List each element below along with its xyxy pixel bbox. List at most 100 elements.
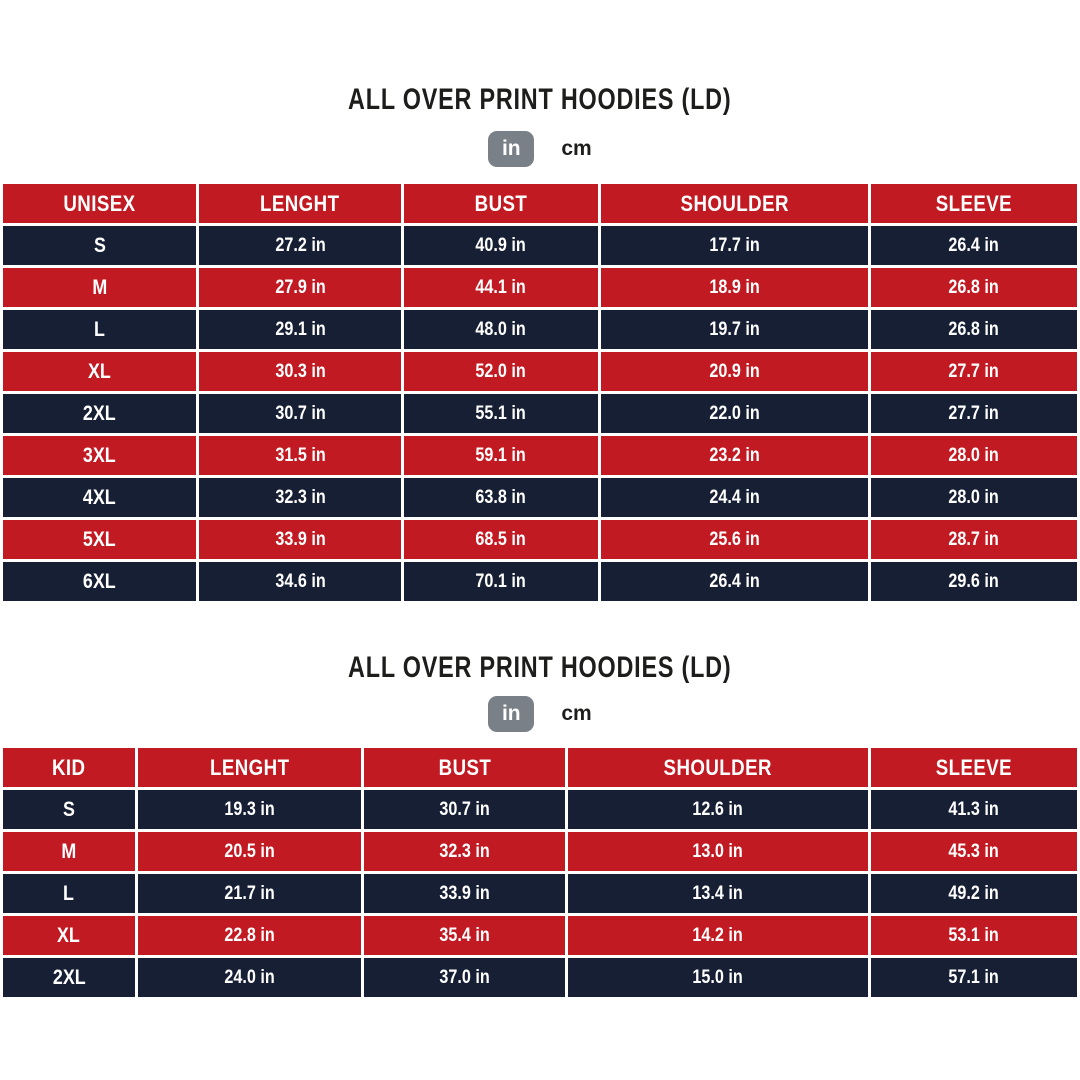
- value-cell: 53.1 in: [867, 913, 1080, 958]
- value-cell: 17.7 in: [598, 223, 871, 268]
- value-cell: 68.5 in: [400, 517, 602, 562]
- value-cell: 27.7 in: [867, 349, 1080, 394]
- value-cell: 27.9 in: [196, 265, 404, 310]
- table-row: 5XL 33.9 in 68.5 in 25.6 in 28.7 in: [0, 517, 1080, 562]
- table-row: 2XL 24.0 in 37.0 in 15.0 in 57.1 in: [0, 955, 1080, 1000]
- value-cell: 24.4 in: [598, 475, 871, 520]
- unit-in-label: in: [501, 137, 521, 160]
- value-cell: 32.3 in: [360, 829, 569, 874]
- table-row: L 29.1 in 48.0 in 19.7 in 26.8 in: [0, 307, 1080, 352]
- section-unisex: ALL OVER PRINT HOODIES (LD) in cm UNISEX…: [0, 84, 1080, 604]
- unit-cm-button[interactable]: cm: [561, 702, 591, 726]
- table-row: S 27.2 in 40.9 in 17.7 in 26.4 in: [0, 223, 1080, 268]
- value-cell: 22.0 in: [598, 391, 871, 436]
- table-row: 3XL 31.5 in 59.1 in 23.2 in 28.0 in: [0, 433, 1080, 478]
- table-row: M 27.9 in 44.1 in 18.9 in 26.8 in: [0, 265, 1080, 310]
- table-row: L 21.7 in 33.9 in 13.4 in 49.2 in: [0, 871, 1080, 916]
- value-cell: 30.3 in: [196, 349, 404, 394]
- column-header: LENGHT: [134, 745, 365, 790]
- table-row: XL 22.8 in 35.4 in 14.2 in 53.1 in: [0, 913, 1080, 958]
- value-cell: 33.9 in: [196, 517, 404, 562]
- value-cell: 15.0 in: [565, 955, 871, 1000]
- value-cell: 41.3 in: [867, 787, 1080, 832]
- value-cell: 70.1 in: [400, 559, 602, 604]
- value-cell: 30.7 in: [360, 787, 569, 832]
- page-title-kid: ALL OVER PRINT HOODIES (LD): [0, 652, 1080, 684]
- section-kid: ALL OVER PRINT HOODIES (LD) in cm KID LE…: [0, 652, 1080, 1000]
- value-cell: 29.1 in: [196, 307, 404, 352]
- value-cell: 27.2 in: [196, 223, 404, 268]
- value-cell: 45.3 in: [867, 829, 1080, 874]
- value-cell: 14.2 in: [565, 913, 871, 958]
- table-row: S 19.3 in 30.7 in 12.6 in 41.3 in: [0, 787, 1080, 832]
- value-cell: 22.8 in: [134, 913, 365, 958]
- value-cell: 40.9 in: [400, 223, 602, 268]
- size-cell: XL: [0, 913, 138, 958]
- value-cell: 31.5 in: [196, 433, 404, 478]
- value-cell: 18.9 in: [598, 265, 871, 310]
- unit-in-button[interactable]: in: [488, 696, 535, 732]
- value-cell: 35.4 in: [360, 913, 569, 958]
- column-header: BUST: [360, 745, 569, 790]
- value-cell: 24.0 in: [134, 955, 365, 1000]
- size-cell: S: [0, 223, 200, 268]
- size-cell: 4XL: [0, 475, 200, 520]
- column-header: SLEEVE: [867, 181, 1080, 226]
- unit-in-button[interactable]: in: [488, 131, 535, 167]
- size-cell: M: [0, 829, 138, 874]
- value-cell: 44.1 in: [400, 265, 602, 310]
- value-cell: 37.0 in: [360, 955, 569, 1000]
- value-cell: 27.7 in: [867, 391, 1080, 436]
- value-cell: 30.7 in: [196, 391, 404, 436]
- value-cell: 28.7 in: [867, 517, 1080, 562]
- size-cell: 5XL: [0, 517, 200, 562]
- size-cell: 2XL: [0, 391, 200, 436]
- value-cell: 21.7 in: [134, 871, 365, 916]
- size-cell: L: [0, 307, 200, 352]
- size-cell: 3XL: [0, 433, 200, 478]
- unit-cm-label: cm: [561, 702, 592, 725]
- unit-cm-button[interactable]: cm: [561, 137, 591, 161]
- value-cell: 59.1 in: [400, 433, 602, 478]
- value-cell: 63.8 in: [400, 475, 602, 520]
- value-cell: 33.9 in: [360, 871, 569, 916]
- value-cell: 26.8 in: [867, 265, 1080, 310]
- size-cell: S: [0, 787, 138, 832]
- table-header-row: UNISEX LENGHT BUST SHOULDER SLEEVE: [0, 181, 1080, 226]
- column-header: SHOULDER: [565, 745, 871, 790]
- section-title-text: ALL OVER PRINT HOODIES (LD): [348, 83, 732, 116]
- value-cell: 25.6 in: [598, 517, 871, 562]
- table-row: XL 30.3 in 52.0 in 20.9 in 27.7 in: [0, 349, 1080, 394]
- table-row: 6XL 34.6 in 70.1 in 26.4 in 29.6 in: [0, 559, 1080, 604]
- unisex-size-table: UNISEX LENGHT BUST SHOULDER SLEEVE S 27.…: [0, 181, 1080, 604]
- table-header-row: KID LENGHT BUST SHOULDER SLEEVE: [0, 745, 1080, 790]
- unit-toggle: in cm: [0, 131, 1080, 167]
- value-cell: 49.2 in: [867, 871, 1080, 916]
- value-cell: 13.0 in: [565, 829, 871, 874]
- value-cell: 26.8 in: [867, 307, 1080, 352]
- value-cell: 52.0 in: [400, 349, 602, 394]
- value-cell: 26.4 in: [598, 559, 871, 604]
- size-cell: XL: [0, 349, 200, 394]
- value-cell: 19.3 in: [134, 787, 365, 832]
- value-cell: 28.0 in: [867, 433, 1080, 478]
- column-header: UNISEX: [0, 181, 200, 226]
- value-cell: 48.0 in: [400, 307, 602, 352]
- size-cell: 6XL: [0, 559, 200, 604]
- size-cell: 2XL: [0, 955, 138, 1000]
- unit-toggle: in cm: [0, 696, 1080, 732]
- column-header: SHOULDER: [598, 181, 871, 226]
- table-row: 2XL 30.7 in 55.1 in 22.0 in 27.7 in: [0, 391, 1080, 436]
- unit-in-label: in: [501, 702, 521, 725]
- size-cell: M: [0, 265, 200, 310]
- value-cell: 34.6 in: [196, 559, 404, 604]
- value-cell: 23.2 in: [598, 433, 871, 478]
- value-cell: 12.6 in: [565, 787, 871, 832]
- table-row: M 20.5 in 32.3 in 13.0 in 45.3 in: [0, 829, 1080, 874]
- value-cell: 29.6 in: [867, 559, 1080, 604]
- value-cell: 57.1 in: [867, 955, 1080, 1000]
- value-cell: 55.1 in: [400, 391, 602, 436]
- value-cell: 28.0 in: [867, 475, 1080, 520]
- value-cell: 32.3 in: [196, 475, 404, 520]
- page-title: ALL OVER PRINT HOODIES (LD): [0, 84, 1080, 116]
